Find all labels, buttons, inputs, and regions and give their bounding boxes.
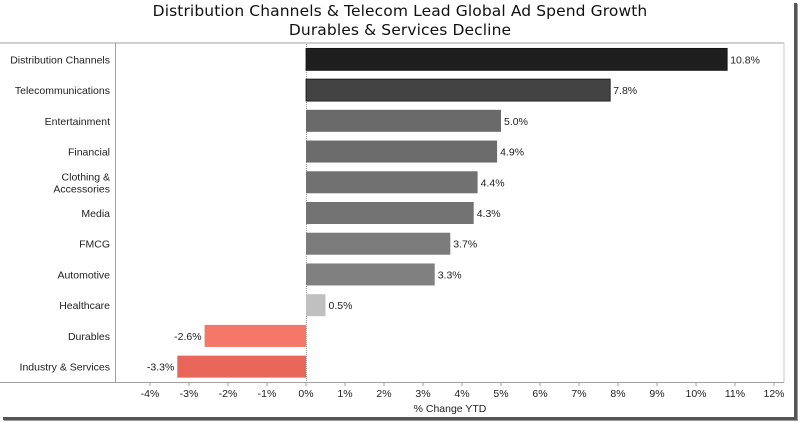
category-labels: Distribution Channels Telecommunications E… — [10, 54, 110, 373]
category-label-line: Media — [81, 208, 110, 220]
category-label-line: Financial — [68, 147, 110, 159]
x-ticks: -4% -3% -2% -1% 0% 1% 2% 3% 4% 5% 6% 7% 8% 9% 10% 11% 12… — [141, 382, 785, 400]
x-tick-label: 12% — [763, 388, 784, 400]
data-label: 4.9% — [500, 147, 524, 159]
chart-subtitle: Durables & Services Decline — [288, 21, 512, 39]
bars — [177, 47, 728, 378]
category-label: Distribution Channels — [10, 54, 110, 66]
data-label: 3.7% — [453, 239, 477, 251]
data-label: 10.8% — [730, 54, 760, 66]
bar-8 — [306, 294, 326, 317]
category-label-line: Industry & Services — [20, 362, 110, 374]
x-tick-label: 10% — [685, 388, 706, 400]
bar-1 — [305, 78, 611, 102]
category-label-line: FMCG — [79, 239, 110, 251]
bar-2 — [306, 109, 501, 132]
chart-title: Distribution Channels & Telecom Lead Glo… — [152, 2, 648, 20]
x-tick-label: 2% — [376, 388, 391, 400]
data-label: 0.5% — [329, 300, 353, 312]
bar-9 — [204, 324, 306, 347]
category-label: Durables — [68, 331, 110, 343]
x-tick-label: 3% — [415, 388, 430, 400]
bar-0 — [305, 47, 728, 71]
data-labels: 10.8% 7.8% 5.0% 4.9% 4.4% 4.3% 3.7% 3.3% 0.5% -2.… — [147, 54, 760, 373]
category-label: Healthcare — [59, 300, 110, 312]
category-label-line: Entertainment — [45, 116, 110, 128]
x-tick-label: -4% — [141, 388, 160, 400]
bar-6 — [306, 232, 451, 255]
x-tick-label: 6% — [532, 388, 547, 400]
category-label: Clothing & Accessories — [53, 171, 110, 195]
category-label-line: Distribution Channels — [10, 54, 110, 66]
bar-5 — [306, 202, 474, 224]
x-tick-label: -1% — [258, 388, 277, 400]
category-label-line: Automotive — [57, 269, 110, 281]
data-label: 4.3% — [477, 208, 501, 220]
category-label: Media — [81, 208, 110, 220]
category-label-line: Durables — [68, 331, 110, 343]
x-tick-label: 9% — [649, 388, 664, 400]
data-label: 5.0% — [504, 116, 528, 128]
category-label-line: Clothing & — [62, 171, 110, 183]
category-label: FMCG — [79, 239, 110, 251]
x-tick-label: 7% — [571, 388, 586, 400]
x-tick-label: -2% — [219, 388, 238, 400]
category-label: Automotive — [57, 269, 110, 281]
x-tick-label: 1% — [337, 388, 352, 400]
data-label: 3.3% — [438, 269, 462, 281]
x-tick-label: -3% — [180, 388, 199, 400]
x-tick-label: 0% — [298, 388, 313, 400]
category-label: Entertainment — [45, 116, 110, 128]
data-label: 4.4% — [481, 177, 505, 189]
category-label-line: Healthcare — [59, 300, 110, 312]
x-tick-label: 11% — [725, 388, 745, 400]
category-label: Industry & Services — [20, 362, 110, 374]
bar-3 — [306, 140, 498, 163]
data-label: -2.6% — [174, 331, 201, 343]
data-label: 7.8% — [613, 85, 637, 97]
category-label: Financial — [68, 147, 110, 159]
x-tick-label: 5% — [493, 388, 508, 400]
bar-7 — [306, 263, 435, 286]
data-label: -3.3% — [147, 362, 174, 374]
bar-4 — [306, 171, 478, 194]
bar-10 — [177, 355, 306, 378]
x-axis-title: % Change YTD — [414, 403, 487, 415]
chart-title-block: Distribution Channels & Telecom Lead Glo… — [0, 2, 800, 40]
category-label-line: Telecommunications — [15, 85, 110, 97]
category-label-line: Accessories — [53, 183, 110, 195]
category-label: Telecommunications — [15, 85, 110, 97]
x-tick-label: 4% — [454, 388, 469, 400]
x-tick-label: 8% — [610, 388, 625, 400]
